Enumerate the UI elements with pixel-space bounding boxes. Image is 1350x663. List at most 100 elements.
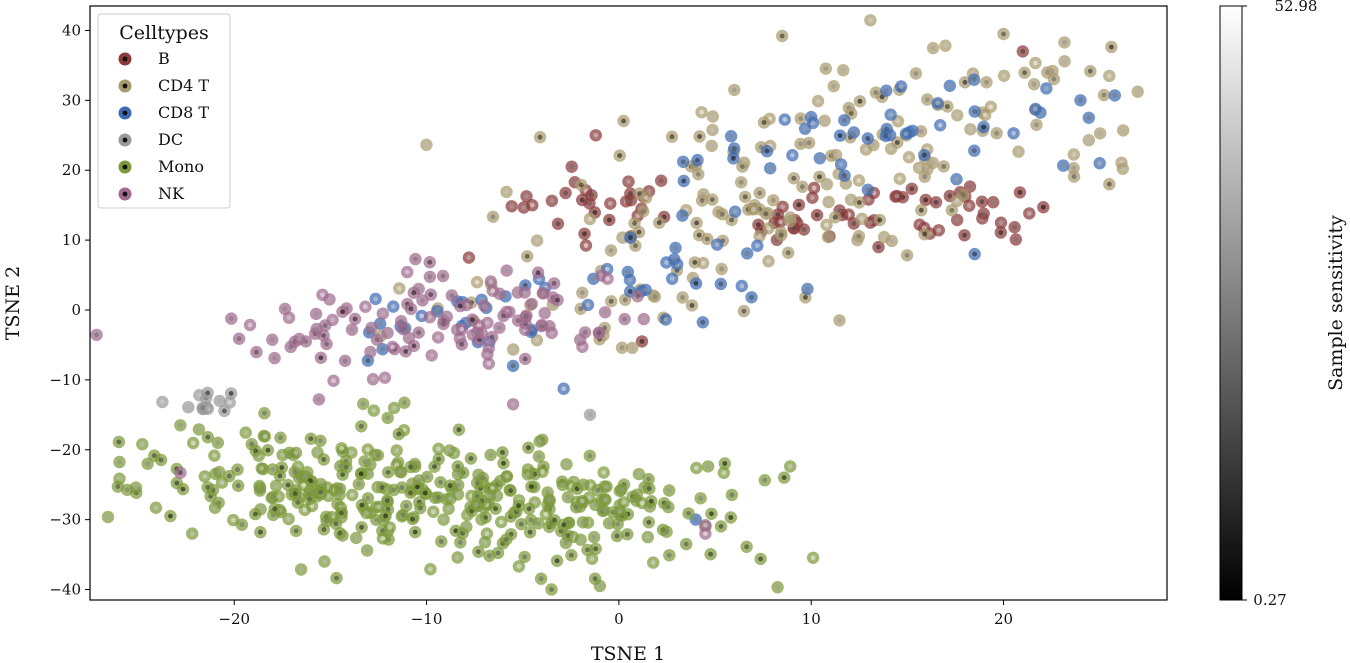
x-axis-ticks: −20 −10 0 10 20 <box>218 600 1013 628</box>
point-sensitivity-dot <box>837 208 842 213</box>
point-sensitivity-dot <box>897 176 903 182</box>
point-sensitivity-dot <box>117 459 122 465</box>
point-sensitivity-dot <box>615 521 621 527</box>
point-sensitivity-dot <box>592 502 598 508</box>
point-sensitivity-dot <box>705 464 711 469</box>
y-tick-label: −20 <box>49 441 81 459</box>
point-sensitivity-dot <box>751 207 756 212</box>
point-sensitivity-dot <box>436 495 441 500</box>
y-axis-label: TSNE 2 <box>2 266 24 340</box>
point-sensitivity-dot <box>731 146 737 151</box>
point-sensitivity-dot <box>228 316 234 321</box>
point-sensitivity-dot <box>876 244 881 250</box>
point-sensitivity-dot <box>624 531 630 537</box>
point-sensitivity-dot <box>546 497 552 502</box>
point-sensitivity-dot <box>391 487 397 493</box>
point-sensitivity-dot <box>815 98 821 104</box>
legend-box <box>97 13 231 209</box>
point-sensitivity-dot <box>1051 76 1057 82</box>
point-sensitivity-dot <box>396 286 402 291</box>
point-sensitivity-dot <box>856 200 862 205</box>
point-sensitivity-dot <box>94 332 99 338</box>
point-sensitivity-dot <box>703 522 708 528</box>
point-sensitivity-dot <box>509 203 515 209</box>
point-sensitivity-dot <box>200 405 206 411</box>
point-sensitivity-dot <box>364 548 370 553</box>
point-sensitivity-dot <box>922 231 927 237</box>
point-sensitivity-dot <box>604 266 610 272</box>
point-sensitivity-dot <box>145 461 151 467</box>
point-sensitivity-dot <box>605 276 610 282</box>
point-sensitivity-dot <box>116 439 122 445</box>
point-sensitivity-dot <box>636 229 642 235</box>
point-sensitivity-dot <box>406 335 412 341</box>
point-sensitivity-dot <box>782 117 788 122</box>
point-sensitivity-dot <box>790 152 795 158</box>
legend-marker-dot <box>122 110 128 116</box>
point-sensitivity-dot <box>324 341 329 347</box>
point-sensitivity-dot <box>549 330 555 336</box>
point-sensitivity-dot <box>778 232 784 238</box>
point-sensitivity-dot <box>825 234 831 240</box>
point-sensitivity-dot <box>596 330 602 336</box>
point-sensitivity-dot <box>791 175 797 181</box>
point-sensitivity-dot <box>744 544 749 550</box>
point-sensitivity-dot <box>561 386 567 392</box>
point-sensitivity-dot <box>954 217 960 223</box>
point-sensitivity-dot <box>420 298 425 303</box>
point-sensitivity-dot <box>380 311 386 316</box>
point-sensitivity-dot <box>981 124 986 130</box>
point-sensitivity-dot <box>636 471 642 477</box>
point-sensitivity-dot <box>373 517 379 523</box>
x-axis-label: TSNE 1 <box>591 643 665 663</box>
point-sensitivity-dot <box>105 514 111 520</box>
point-sensitivity-dot <box>1112 93 1118 98</box>
point-sensitivity-dot <box>1087 68 1093 74</box>
point-sensitivity-dot <box>933 199 939 205</box>
point-sensitivity-dot <box>280 452 285 458</box>
point-sensitivity-dot <box>814 212 820 218</box>
point-sensitivity-dot <box>510 401 516 407</box>
point-sensitivity-dot <box>377 321 383 327</box>
point-sensitivity-dot <box>621 500 627 505</box>
point-sensitivity-dot <box>340 472 345 477</box>
point-sensitivity-dot <box>440 273 446 279</box>
point-sensitivity-dot <box>697 134 702 139</box>
point-sensitivity-dot <box>1120 127 1126 133</box>
point-sensitivity-dot <box>331 378 336 384</box>
point-sensitivity-dot <box>967 184 973 190</box>
point-sensitivity-dot <box>448 496 453 502</box>
point-sensitivity-dot <box>865 136 871 141</box>
point-sensitivity-dot <box>411 343 417 349</box>
point-sensitivity-dot <box>573 504 579 510</box>
point-sensitivity-dot <box>476 549 481 555</box>
point-sensitivity-dot <box>622 297 628 303</box>
point-sensitivity-dot <box>212 453 217 458</box>
point-sensitivity-dot <box>593 132 599 138</box>
point-sensitivity-dot <box>883 88 889 94</box>
point-sensitivity-dot <box>258 529 263 535</box>
point-sensitivity-dot <box>535 270 541 275</box>
point-sensitivity-dot <box>277 473 283 479</box>
point-sensitivity-dot <box>583 243 589 248</box>
point-sensitivity-dot <box>262 410 267 416</box>
point-sensitivity-dot <box>918 128 924 134</box>
point-sensitivity-dot <box>698 495 703 501</box>
point-sensitivity-dot <box>614 533 620 539</box>
point-sensitivity-dot <box>617 509 623 514</box>
point-sensitivity-dot <box>488 452 493 458</box>
point-sensitivity-dot <box>781 475 787 480</box>
point-sensitivity-dot <box>625 269 631 275</box>
point-sensitivity-dot <box>601 507 607 513</box>
point-sensitivity-dot <box>403 349 409 354</box>
point-sensitivity-dot <box>322 323 328 328</box>
point-sensitivity-dot <box>586 495 592 500</box>
point-sensitivity-dot <box>563 540 569 546</box>
point-sensitivity-dot <box>356 481 362 487</box>
point-sensitivity-dot <box>930 45 936 51</box>
point-sensitivity-dot <box>1086 115 1092 121</box>
point-sensitivity-dot <box>591 534 597 540</box>
point-sensitivity-dot <box>217 398 223 404</box>
point-sensitivity-dot <box>1086 137 1092 143</box>
point-sensitivity-dot <box>485 320 490 326</box>
